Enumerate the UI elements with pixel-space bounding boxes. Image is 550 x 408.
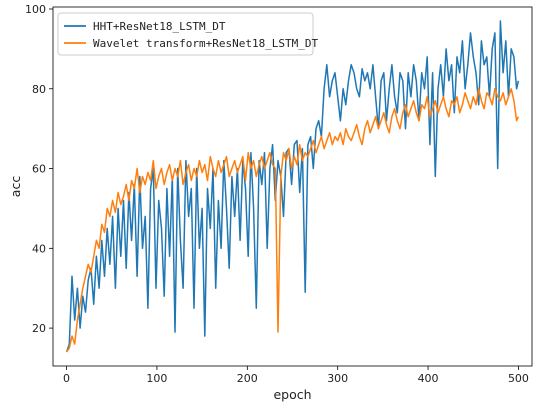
plot-frame <box>52 6 533 367</box>
legend-entry-1: HHT+ResNet18_LSTM_DT <box>93 20 226 33</box>
axes-layer: 0 100 200 300 400 500 20 40 60 80 100 <box>25 3 533 385</box>
series-line-2 <box>65 88 520 353</box>
x-axis-label: epoch <box>273 387 311 402</box>
y-tick-label: 80 <box>32 83 46 96</box>
x-tick-label: 100 <box>146 372 167 385</box>
y-axis-label: acc <box>8 176 23 198</box>
legend-frame <box>57 12 314 56</box>
x-tick-label: 500 <box>508 372 529 385</box>
x-tick-label: 200 <box>237 372 258 385</box>
y-tick-label: 40 <box>32 242 46 255</box>
x-tick-label: 300 <box>327 372 348 385</box>
x-tick-label: 400 <box>418 372 439 385</box>
x-tick-label: 0 <box>63 372 70 385</box>
legend-entry-2: Wavelet transform+ResNet18_LSTM_DT <box>93 37 319 50</box>
legend: HHT+ResNet18_LSTM_DT Wavelet transform+Re… <box>57 12 319 56</box>
y-tick-label: 20 <box>32 322 46 335</box>
series-layer <box>65 20 520 353</box>
y-tick-label: 60 <box>32 163 46 176</box>
y-tick-label: 100 <box>25 3 46 16</box>
